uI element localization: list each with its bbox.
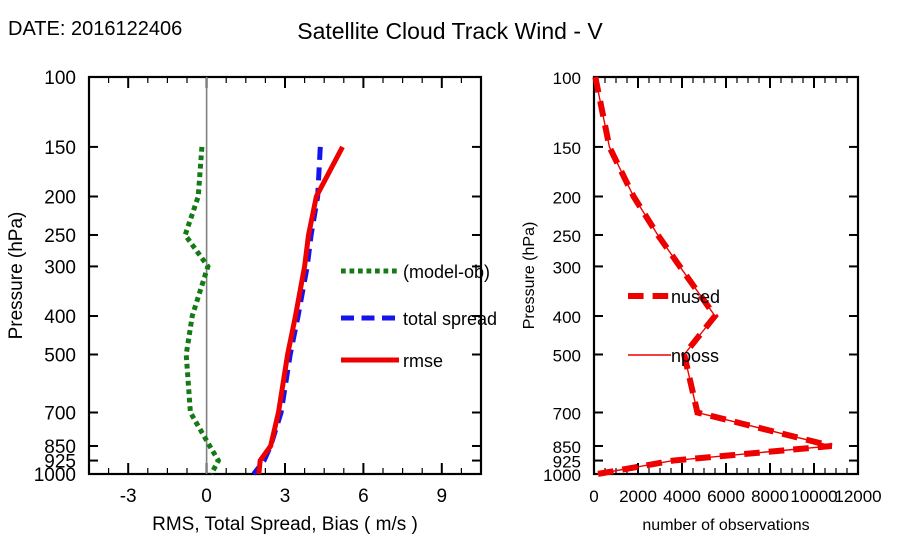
y-tick-label: 200	[44, 188, 76, 209]
series-line	[256, 145, 345, 475]
y-tick-label: 850	[553, 438, 581, 457]
legend-label: rmse	[403, 351, 443, 371]
x-tick-label: 9	[437, 486, 448, 507]
y-tick-label: 850	[44, 437, 76, 458]
y-tick-label: 250	[44, 226, 76, 247]
y-tick-label: 200	[553, 189, 581, 208]
x-tick-label: -3	[120, 486, 137, 507]
legend-label: total spread	[403, 309, 497, 329]
x-tick-label: 8000	[751, 487, 789, 506]
y-tick-label: 250	[553, 227, 581, 246]
plot-frame	[592, 75, 860, 476]
x-tick-label: 10000	[790, 487, 837, 506]
x-tick-label: 6000	[707, 487, 745, 506]
series-line	[182, 146, 222, 476]
y-tick-label: 300	[44, 257, 76, 278]
y-tick-label: 300	[553, 258, 581, 277]
x-tick-label: 0	[201, 486, 212, 507]
legend-label: nposs	[671, 346, 719, 366]
series-line	[592, 76, 833, 477]
x-tick-label: 3	[280, 486, 291, 507]
y-tick-label: 500	[553, 346, 581, 365]
x-axis-title: RMS, Total Spread, Bias ( m/s )	[152, 514, 418, 535]
x-tick-label: 6	[358, 486, 369, 507]
date-label: DATE: 2016122406	[8, 18, 183, 40]
x-tick-label: 12000	[834, 487, 881, 506]
y-tick-label: 1000	[34, 465, 76, 486]
y-tick-label: 100	[553, 69, 581, 88]
x-tick-label: 0	[589, 487, 598, 506]
y-tick-label: 500	[44, 345, 76, 366]
x-axis-title: number of observations	[642, 517, 809, 534]
x-tick-label: 2000	[619, 487, 657, 506]
y-tick-label: 400	[553, 308, 581, 327]
y-tick-label: 150	[553, 139, 581, 158]
y-tick-label: 700	[553, 405, 581, 424]
y-tick-label: 100	[44, 68, 76, 89]
legend-label: (model-ob)	[403, 262, 490, 282]
y-tick-label: 925	[44, 452, 76, 473]
y-axis-title: Pressure (hPa)	[6, 212, 27, 340]
y-tick-label: 400	[44, 307, 76, 328]
legend-label: nused	[671, 287, 720, 307]
y-axis-title: Pressure (hPa)	[521, 222, 538, 330]
x-tick-label: 4000	[663, 487, 701, 506]
y-tick-label: 700	[44, 404, 76, 425]
y-tick-label: 150	[44, 138, 76, 159]
series-line	[251, 146, 323, 476]
page-title: Satellite Cloud Track Wind - V	[297, 18, 603, 44]
y-tick-label: 925	[553, 453, 581, 472]
y-tick-label: 1000	[543, 466, 581, 485]
